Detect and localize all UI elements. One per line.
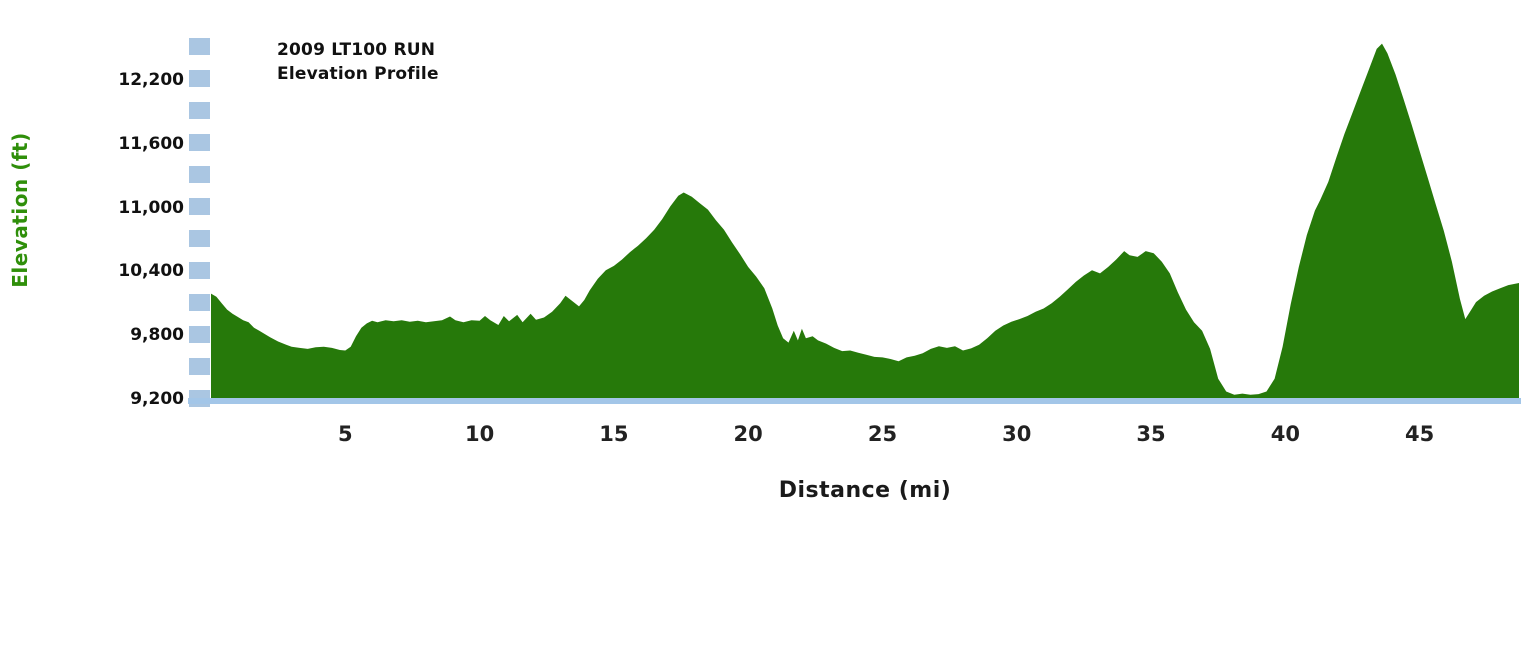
- x-tick-label: 5: [337, 422, 353, 446]
- y-tick-label: 10,400: [118, 261, 184, 282]
- y-tick-label: 11,600: [118, 133, 184, 154]
- x-tick-label: 30: [1002, 422, 1032, 446]
- x-axis-baseline: [188, 398, 1521, 404]
- x-tick-label: 10: [464, 422, 495, 446]
- axis-band-segment: [189, 294, 210, 311]
- axis-band-segment: [189, 262, 210, 279]
- axis-band-segment: [189, 134, 210, 151]
- axis-band-segment: [189, 230, 210, 247]
- elevation-area-series: [211, 43, 1519, 400]
- x-tick-label: 20: [733, 422, 763, 446]
- y-tick-label: 12,200: [118, 69, 184, 90]
- axis-band-segment: [189, 102, 210, 119]
- x-tick-label: 25: [867, 422, 898, 446]
- y-tick-label: 9,800: [130, 325, 184, 346]
- axis-band-segment: [189, 358, 210, 375]
- axis-band-segment: [189, 326, 210, 343]
- y-tick-label: 9,200: [130, 389, 184, 409]
- x-tick-label: 35: [1136, 422, 1166, 446]
- y-tick-label: 11,000: [118, 197, 184, 218]
- chart-title-line2: Elevation Profile: [277, 64, 439, 84]
- chart-title: 2009 LT100 RUN Elevation Profile: [277, 38, 439, 86]
- x-axis-title: Distance (mi): [778, 478, 952, 503]
- x-tick-label: 40: [1270, 422, 1300, 446]
- axis-band-segment: [189, 38, 210, 55]
- axis-band-segment: [189, 70, 210, 87]
- axis-band-segment: [189, 198, 210, 215]
- axis-band-segment: [189, 166, 210, 183]
- chart-title-line1: 2009 LT100 RUN: [277, 40, 436, 60]
- x-tick-label: 45: [1404, 422, 1435, 446]
- y-axis-title: Elevation (ft): [8, 132, 32, 288]
- x-tick-label: 15: [599, 422, 629, 446]
